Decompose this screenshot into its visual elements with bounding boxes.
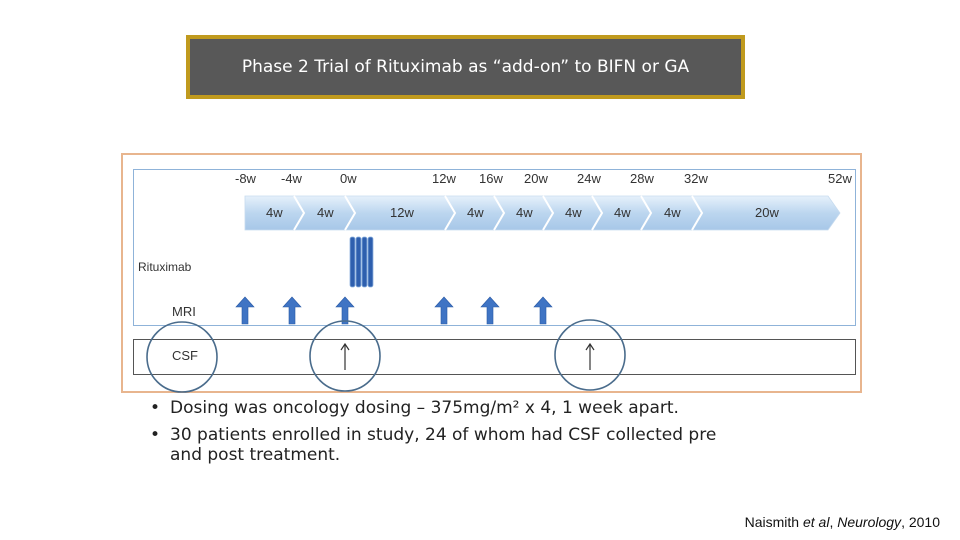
- chevron-divider: [493, 195, 506, 231]
- bullet-list: • Dosing was oncology dosing – 375mg/m² …: [150, 398, 750, 472]
- dose-bar: [361, 236, 368, 288]
- csf-arrows: [340, 342, 595, 370]
- week-label: 52w: [828, 171, 852, 186]
- bullet-item: • Dosing was oncology dosing – 375mg/m² …: [150, 398, 750, 418]
- segment-label: 20w: [755, 205, 779, 220]
- week-label: 28w: [630, 171, 654, 186]
- week-label: 0w: [340, 171, 357, 186]
- mri-arrow-up-icon: [335, 296, 355, 325]
- bullet-item: • 30 patients enrolled in study, 24 of w…: [150, 425, 750, 465]
- bullet-text: Dosing was oncology dosing – 375mg/m² x …: [170, 398, 679, 418]
- slide-title-text: Phase 2 Trial of Rituximab as “add-on” t…: [241, 57, 690, 77]
- week-label: -8w: [235, 171, 256, 186]
- week-label: 32w: [684, 171, 708, 186]
- row-label-rituximab: Rituximab: [138, 260, 192, 274]
- mri-arrow-up-icon: [434, 296, 454, 325]
- highlight-circle: [554, 319, 626, 391]
- week-label: 12w: [432, 171, 456, 186]
- chevron-dividers: [293, 195, 704, 231]
- citation-year: , 2010: [901, 514, 940, 530]
- chevron-divider: [591, 195, 604, 231]
- chevron-divider: [640, 195, 653, 231]
- chevron-divider: [344, 195, 357, 231]
- chevron-arrow: [244, 195, 841, 231]
- highlight-circles: [146, 319, 626, 393]
- bullet-text: 30 patients enrolled in study, 24 of who…: [170, 425, 717, 465]
- week-label: 16w: [479, 171, 503, 186]
- highlight-circle: [146, 321, 218, 393]
- segment-label: 4w: [664, 205, 681, 220]
- csf-panel: [133, 339, 856, 375]
- citation-author: Naismith: [744, 514, 800, 530]
- csf-arrow-head: [340, 342, 350, 351]
- timeline-diagram: [121, 153, 862, 393]
- segment-label: 4w: [614, 205, 631, 220]
- csf-arrow-head: [585, 342, 595, 351]
- citation-etal: et al: [802, 514, 830, 530]
- chevron-divider: [444, 195, 457, 231]
- week-label: -4w: [281, 171, 302, 186]
- mri-arrow-up-icon: [533, 296, 553, 325]
- segment-label: 4w: [467, 205, 484, 220]
- chevron-divider: [691, 195, 704, 231]
- mri-arrow-up-icon: [282, 296, 302, 325]
- mri-arrow-up-icon: [235, 296, 255, 325]
- segment-label: 4w: [565, 205, 582, 220]
- timeline-panel: [133, 169, 856, 326]
- citation: Naismith et al, Neurology, 2010: [744, 514, 940, 530]
- week-label: 24w: [577, 171, 601, 186]
- bullet-dot: •: [150, 398, 161, 418]
- chevron-divider: [293, 195, 306, 231]
- dose-bar: [349, 236, 356, 288]
- bullet-dot: •: [150, 425, 161, 445]
- row-label-csf: CSF: [172, 348, 198, 363]
- segment-label: 4w: [516, 205, 533, 220]
- mri-arrow-up-icon: [480, 296, 500, 325]
- rituximab-doses: [349, 236, 374, 288]
- chevron-divider: [542, 195, 555, 231]
- row-label-mri: MRI: [172, 304, 196, 319]
- mri-arrows: [235, 296, 553, 325]
- citation-journal: Neurology: [837, 514, 902, 530]
- segment-label: 12w: [390, 205, 414, 220]
- highlight-circle: [309, 320, 381, 392]
- dose-bar: [367, 236, 374, 288]
- segment-label: 4w: [266, 205, 283, 220]
- slide-title: Phase 2 Trial of Rituximab as “add-on” t…: [186, 35, 745, 99]
- week-label: 20w: [524, 171, 548, 186]
- dose-bar: [355, 236, 362, 288]
- segment-label: 4w: [317, 205, 334, 220]
